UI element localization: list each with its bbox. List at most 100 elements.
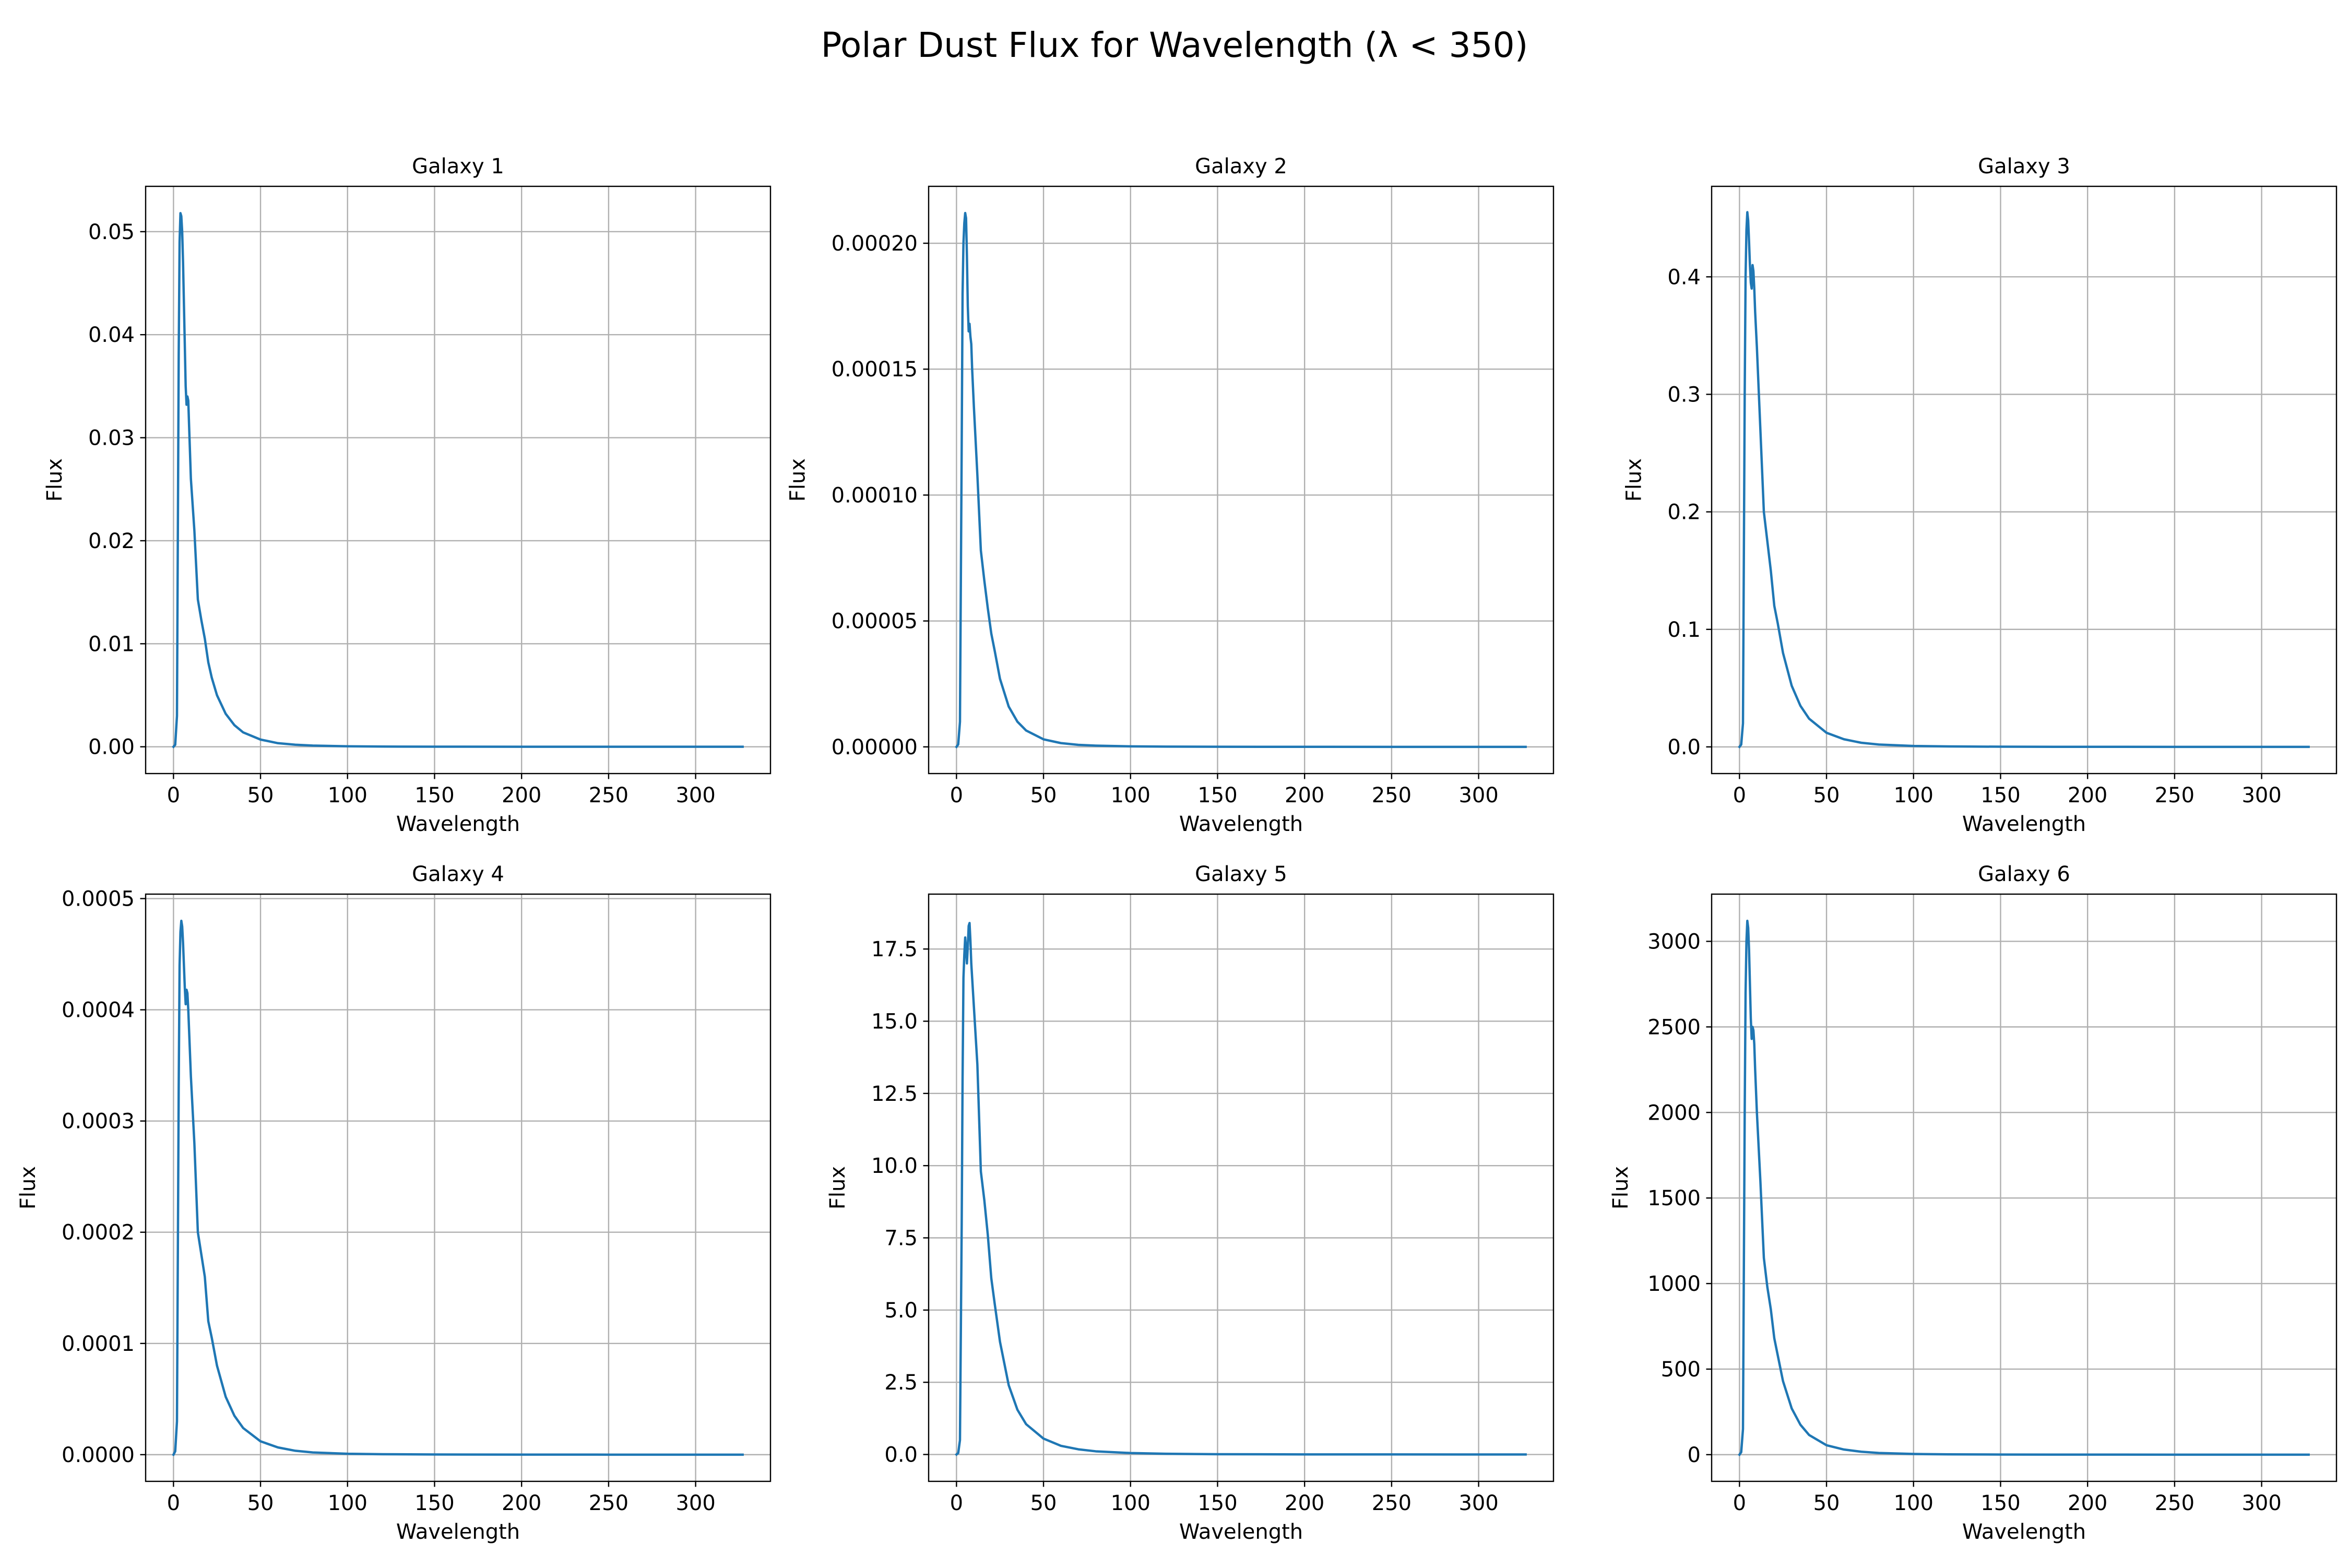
subplot-1: 0 50 100 150 200 250 300 0.00 0.01 0.02 0.03 0.04 0.… — [43, 155, 772, 836]
x-tick-label: 50 — [247, 1491, 274, 1515]
y-tick-label: 2000 — [1647, 1101, 1701, 1125]
x-tick-label: 250 — [1372, 1491, 1411, 1515]
x-tick-label: 100 — [1111, 1491, 1150, 1515]
x-tick-label: 50 — [1030, 783, 1057, 807]
subplot-4: 0 50 100 150 200 250 300 0.0000 0.0001 0.0002 0.00… — [16, 862, 772, 1544]
y-tick-label: 2.5 — [884, 1371, 918, 1395]
x-tick-label: 0 — [167, 783, 180, 807]
x-tick-label: 250 — [2155, 1491, 2194, 1515]
grid — [146, 894, 770, 1481]
y-tick-label: 0.4 — [1667, 265, 1701, 289]
subplot-title: Galaxy 6 — [1978, 862, 2070, 886]
x-axis-label: Wavelength — [1179, 812, 1303, 836]
series-line — [1738, 211, 2310, 749]
x-tick-label: 150 — [1980, 1491, 2020, 1515]
x-tick-label: 300 — [675, 1491, 715, 1515]
x-tick-label: 0 — [167, 1491, 180, 1515]
x-tick-label: 250 — [2155, 783, 2194, 807]
x-tick-label: 250 — [1372, 783, 1411, 807]
y-tick-label: 0.0 — [884, 1443, 918, 1467]
y-tick-label: 10.0 — [871, 1154, 918, 1178]
y-tick-label: 0.0005 — [62, 887, 135, 911]
y-tick-label: 0 — [1688, 1443, 1701, 1467]
x-axis-label: Wavelength — [396, 812, 520, 836]
y-axis-label: Flux — [826, 1166, 850, 1209]
grid — [929, 186, 1553, 774]
series-line — [172, 919, 744, 1456]
y-tick-label: 0.0004 — [62, 999, 135, 1023]
x-tick-label: 200 — [502, 783, 541, 807]
y-axis-label: Flux — [16, 1166, 40, 1209]
subplot-title: Galaxy 3 — [1978, 155, 2070, 179]
subplot-2: 0 50 100 150 200 250 300 0.00000 0.00005 0.00010 0… — [786, 155, 1555, 836]
series-line — [1738, 919, 2310, 1456]
x-tick-label: 150 — [414, 1491, 454, 1515]
y-tick-label: 0.0001 — [62, 1332, 135, 1356]
x-tick-label: 100 — [1111, 783, 1150, 807]
x-tick-label: 250 — [589, 1491, 628, 1515]
subplot-title: Galaxy 1 — [412, 155, 504, 179]
y-tick-label: 0.05 — [88, 220, 135, 244]
y-tick-label: 0.0002 — [62, 1221, 135, 1245]
x-tick-label: 50 — [1813, 1491, 1840, 1515]
y-axis-label: Flux — [786, 458, 810, 502]
subplot-5: 0 50 100 150 200 250 300 0.0 2.5 5.0 7.5 10.0 12.5 15… — [826, 862, 1555, 1544]
y-tick-label: 1500 — [1647, 1186, 1701, 1210]
x-tick-label: 300 — [1458, 1491, 1498, 1515]
y-axis-label: Flux — [43, 458, 67, 502]
y-tick-label: 0.00010 — [832, 483, 918, 507]
x-tick-label: 200 — [2068, 783, 2107, 807]
x-axis-label: Wavelength — [396, 1520, 520, 1544]
y-tick-label: 15.0 — [871, 1009, 918, 1034]
axes-frame — [928, 185, 1555, 775]
series-line — [172, 212, 744, 749]
y-tick-label: 3000 — [1647, 930, 1701, 954]
x-tick-label: 300 — [2241, 783, 2281, 807]
x-tick-label: 250 — [589, 783, 628, 807]
y-tick-label: 0.04 — [88, 323, 135, 347]
y-tick-label: 1000 — [1647, 1272, 1701, 1296]
y-tick-label: 17.5 — [871, 937, 918, 961]
grid — [1712, 894, 2336, 1481]
y-tick-label: 0.0000 — [62, 1443, 135, 1467]
grid — [1712, 186, 2336, 774]
x-tick-label: 50 — [1813, 783, 1840, 807]
x-tick-label: 150 — [1197, 783, 1237, 807]
x-tick-label: 100 — [328, 1491, 367, 1515]
axes-frame — [1711, 893, 2338, 1482]
x-tick-label: 150 — [1197, 1491, 1237, 1515]
axes-frame — [928, 893, 1555, 1482]
y-tick-label: 0.01 — [88, 632, 135, 656]
subplot-title: Galaxy 4 — [412, 862, 504, 886]
x-tick-label: 100 — [1894, 783, 1933, 807]
x-tick-label: 150 — [1980, 783, 2020, 807]
subplot-title: Galaxy 2 — [1195, 155, 1287, 179]
x-tick-label: 0 — [950, 1491, 963, 1515]
x-tick-label: 0 — [1733, 1491, 1746, 1515]
y-tick-label: 0.00005 — [832, 610, 918, 634]
figure-title: Polar Dust Flux for Wavelength (λ < 350) — [821, 25, 1528, 65]
y-tick-label: 7.5 — [884, 1227, 918, 1251]
y-tick-label: 12.5 — [871, 1082, 918, 1106]
x-tick-label: 200 — [1285, 1491, 1324, 1515]
x-tick-label: 200 — [2068, 1491, 2107, 1515]
x-axis-label: Wavelength — [1962, 812, 2086, 836]
x-tick-label: 100 — [1894, 1491, 1933, 1515]
y-axis-label: Flux — [1622, 458, 1646, 502]
y-tick-label: 0.1 — [1667, 618, 1701, 642]
y-tick-label: 0.00 — [88, 735, 135, 759]
y-tick-label: 0.03 — [88, 426, 135, 450]
y-tick-label: 0.0 — [1667, 735, 1701, 759]
x-tick-label: 300 — [675, 783, 715, 807]
subplot-6: 0 50 100 150 200 250 3000500100015002000250030… — [1609, 862, 2338, 1544]
grid — [146, 186, 770, 774]
y-tick-label: 0.00015 — [832, 358, 918, 382]
y-tick-label: 0.0003 — [62, 1110, 135, 1134]
x-tick-label: 0 — [1733, 783, 1746, 807]
x-tick-label: 150 — [414, 783, 454, 807]
y-tick-label: 0.02 — [88, 529, 135, 553]
y-axis-label: Flux — [1609, 1166, 1633, 1209]
axes-frame — [145, 893, 772, 1482]
